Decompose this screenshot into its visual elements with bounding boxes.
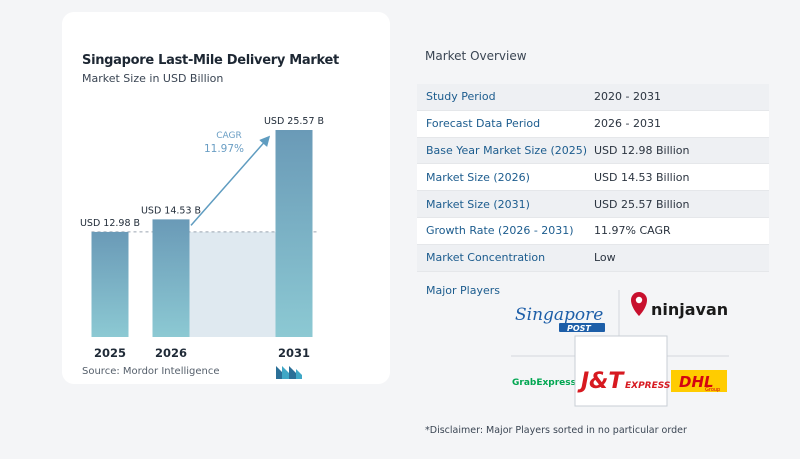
jt-express-sub: EXPRESS (625, 381, 670, 391)
x-tick-2025: 2025 (94, 346, 126, 360)
ninjavan-text: ninjavan (651, 300, 728, 319)
overview-label: Forecast Data Period (426, 117, 541, 131)
singapore-post-text: Singapore (515, 305, 603, 325)
cagr-value: 11.97% (204, 143, 244, 155)
singapore-post-sub: POST (567, 324, 591, 333)
overview-row: Study Period 2020 - 2031 (417, 84, 769, 111)
overview-value: 2026 - 2031 (594, 117, 661, 131)
overview-value: USD 12.98 Billion (594, 143, 690, 157)
dhl-logo: DHL Group (671, 370, 727, 393)
overview-label: Market Concentration (426, 251, 546, 265)
dhl-text: DHL (679, 373, 714, 391)
overview-value: Low (594, 251, 616, 265)
jt-express-main: J&T (577, 369, 625, 394)
grab-express-text: GrabExpress (512, 378, 576, 388)
cagr-label: CAGR (216, 131, 242, 141)
jt-express-logo: J&T EXPRESS (574, 335, 670, 407)
disclaimer: *Disclaimer: Major Players sorted in no … (425, 425, 687, 436)
chart-title: Singapore Last-Mile Delivery Market (82, 53, 339, 68)
overview-value: 2020 - 2031 (594, 90, 661, 104)
data-label-2031: USD 25.57 B (264, 116, 324, 127)
bar-2026 (152, 219, 190, 337)
chart-subtitle: Market Size in USD Billion (82, 72, 224, 85)
mordor-logo-icon (276, 366, 302, 379)
x-tick-2031: 2031 (278, 346, 310, 360)
bar-2025 (91, 231, 129, 337)
overview-row: Base Year Market Size (2025) USD 12.98 B… (417, 137, 769, 165)
growth-area (189, 231, 276, 337)
overview-row: Market Size (2031) USD 25.57 Billion (417, 191, 769, 218)
ninjavan-logo: ninjavan (631, 292, 728, 319)
bar-chart: USD 12.98 B 2025 USD 14.53 B 2026 USD 25.57 … (80, 116, 324, 360)
overview-value: USD 25.57 Billion (594, 197, 690, 211)
chart-card: USD 12.98 B 2025 USD 14.53 B 2026 USD 25.57 … (62, 12, 390, 384)
singapore-post-logo: Singapore POST (515, 305, 605, 333)
dhl-group-text: Group (705, 387, 720, 393)
overview-value: USD 14.53 Billion (594, 170, 690, 184)
overview-label: Base Year Market Size (2025) (426, 143, 588, 157)
overview-row: Market Concentration Low (417, 244, 769, 272)
overview-title: Market Overview (425, 49, 527, 63)
grab-express-logo: GrabExpress (512, 378, 576, 388)
overview-row: Market Size (2026) USD 14.53 Billion (417, 164, 769, 192)
major-players-label: Major Players (426, 284, 500, 297)
overview-label: Study Period (426, 90, 496, 104)
overview-label: Market Size (2026) (426, 170, 530, 184)
bar-2031 (275, 130, 313, 337)
overview-row: Forecast Data Period 2026 - 2031 (417, 110, 769, 138)
overview-value: 11.97% CAGR (594, 224, 671, 238)
growth-arrow (190, 135, 271, 226)
overview-label: Market Size (2031) (426, 197, 530, 211)
source-note: Source: Mordor Intelligence (82, 366, 220, 377)
data-label-2025: USD 12.98 B (80, 218, 140, 229)
data-label-2026: USD 14.53 B (141, 205, 201, 216)
major-players-logos: Singapore POST ninjavan GrabExpress J&T … (511, 290, 729, 407)
overview-table: Study Period 2020 - 2031 Forecast Data P… (417, 84, 769, 272)
overview-label: Growth Rate (2026 - 2031) (426, 224, 574, 238)
overview-row: Growth Rate (2026 - 2031) 11.97% CAGR (417, 217, 769, 245)
x-tick-2026: 2026 (155, 346, 187, 360)
